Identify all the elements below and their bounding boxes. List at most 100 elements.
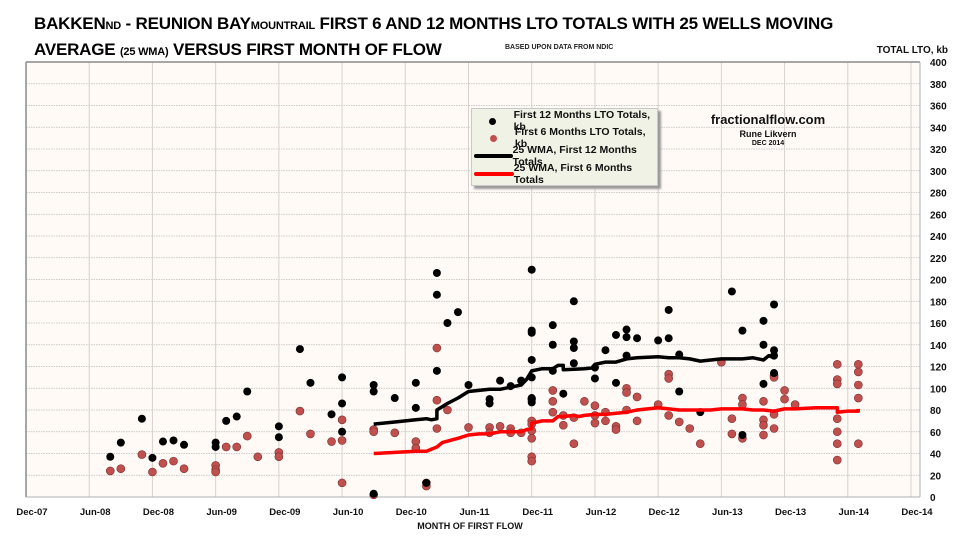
data-point-first6 bbox=[569, 439, 579, 449]
y-tick-label: 340 bbox=[930, 123, 947, 134]
y-tick-label: 320 bbox=[930, 145, 947, 156]
credit-date: DEC 2014 bbox=[751, 140, 785, 147]
data-point-first6 bbox=[548, 396, 558, 406]
data-point-first12 bbox=[243, 387, 252, 396]
data-point-first12 bbox=[612, 378, 620, 387]
data-point-first12 bbox=[232, 412, 241, 421]
data-point-first12 bbox=[169, 436, 178, 445]
x-tick-label: Dec-07 bbox=[16, 507, 47, 518]
data-point-first6 bbox=[232, 442, 242, 452]
title-text: - REUNION BAY bbox=[121, 14, 251, 33]
data-point-first12 bbox=[453, 308, 462, 317]
data-point-first6 bbox=[664, 411, 673, 420]
data-point-first12 bbox=[569, 297, 578, 306]
data-point-first6 bbox=[432, 343, 442, 353]
data-point-first12 bbox=[759, 379, 768, 388]
data-point-first6 bbox=[854, 439, 863, 449]
legend-item-wma6: 25 WMA, First 6 Months Totals bbox=[472, 162, 657, 186]
x-tick-label: Dec-12 bbox=[649, 507, 680, 518]
data-point-first6 bbox=[169, 456, 178, 466]
credit-site: fractionalflow.com bbox=[710, 112, 826, 127]
tick-labels: 0 20 40 60 80 100 120 140 160 180 200 220 240 260 280 3… bbox=[16, 58, 947, 518]
data-point-first6 bbox=[727, 429, 737, 439]
data-point-first12 bbox=[306, 378, 315, 387]
y-tick-label: 20 bbox=[930, 471, 942, 482]
data-point-first6 bbox=[137, 450, 147, 459]
x-tick-label: Jun-09 bbox=[206, 507, 237, 518]
data-point-first12 bbox=[274, 422, 283, 431]
data-point-first12 bbox=[548, 321, 557, 330]
y-tick-label: 300 bbox=[930, 167, 947, 178]
data-point-first12 bbox=[222, 416, 231, 425]
data-point-first6 bbox=[295, 406, 305, 416]
data-point-first6 bbox=[674, 417, 684, 427]
data-point-first6 bbox=[780, 394, 789, 404]
data-point-first6 bbox=[369, 427, 378, 437]
data-point-first12 bbox=[464, 380, 473, 389]
data-point-first6 bbox=[832, 379, 842, 389]
data-point-first6 bbox=[632, 416, 642, 426]
y-tick-label: 40 bbox=[930, 450, 942, 461]
data-point-first12 bbox=[559, 389, 568, 398]
data-point-first12 bbox=[432, 268, 441, 277]
title-county: MOUNTRAIL bbox=[250, 20, 315, 32]
data-point-first6 bbox=[253, 452, 263, 462]
data-point-first12 bbox=[116, 438, 125, 447]
data-point-first12 bbox=[527, 265, 536, 274]
data-point-first12 bbox=[369, 387, 378, 396]
y-tick-label: 140 bbox=[930, 341, 947, 352]
y-tick-label: 280 bbox=[930, 189, 947, 200]
data-point-first6 bbox=[148, 467, 157, 477]
title-text: VERSUS FIRST MONTH OF FLOW bbox=[168, 40, 442, 59]
data-point-first12 bbox=[759, 316, 768, 325]
data-point-first6 bbox=[832, 360, 842, 369]
data-point-first6 bbox=[221, 442, 231, 452]
x-tick-label: Dec-14 bbox=[901, 507, 933, 518]
legend-label: 25 WMA, First 12 Months Totals bbox=[512, 144, 637, 168]
data-point-first12 bbox=[527, 355, 536, 364]
y-tick-label: 160 bbox=[930, 319, 947, 330]
x-tick-label: Jun-08 bbox=[80, 507, 111, 518]
data-point-first12 bbox=[137, 414, 146, 423]
data-point-first12 bbox=[569, 344, 578, 353]
data-point-first12 bbox=[770, 300, 779, 309]
data-point-first6 bbox=[559, 420, 568, 430]
data-point-first6 bbox=[432, 424, 442, 433]
y-tick-label: 120 bbox=[930, 363, 947, 374]
data-point-first6 bbox=[854, 367, 863, 377]
y-tick-label: 240 bbox=[930, 232, 947, 243]
legend-dot-red-icon bbox=[489, 134, 497, 142]
legend-line-red-icon bbox=[474, 172, 514, 176]
data-point-first6 bbox=[759, 420, 768, 430]
data-point-first12 bbox=[485, 399, 494, 408]
y-tick-label: 220 bbox=[930, 254, 947, 265]
title-text: BAKKEN bbox=[34, 14, 106, 33]
x-tick-label: Jun-14 bbox=[838, 507, 869, 518]
data-point-first12 bbox=[622, 333, 631, 342]
y-axis-label: TOTAL LTO, kb bbox=[876, 45, 948, 56]
data-point-first6 bbox=[695, 439, 705, 449]
data-point-first12 bbox=[411, 378, 420, 387]
data-point-first6 bbox=[632, 392, 642, 402]
y-tick-label: 0 bbox=[930, 493, 936, 504]
data-point-first12 bbox=[759, 340, 768, 349]
chart-title: BAKKENND - REUNION BAYMOUNTRAIL FIRST 6 … bbox=[34, 12, 833, 64]
data-point-first12 bbox=[338, 427, 347, 436]
data-point-first6 bbox=[105, 466, 115, 476]
data-point-first6 bbox=[527, 456, 537, 466]
y-tick-label: 400 bbox=[930, 58, 947, 69]
y-tick-label: 360 bbox=[930, 102, 947, 113]
title-line-2: AVERAGE (25 WMA) VERSUS FIRST MONTH OF F… bbox=[34, 38, 833, 64]
data-point-first6 bbox=[759, 396, 768, 406]
data-point-first6 bbox=[548, 386, 558, 395]
y-tick-label: 260 bbox=[930, 210, 947, 221]
data-point-first6 bbox=[242, 431, 252, 441]
data-point-first6 bbox=[337, 415, 347, 425]
data-point-first6 bbox=[832, 427, 842, 437]
data-point-first6 bbox=[274, 452, 284, 462]
data-point-first6 bbox=[337, 478, 347, 488]
x-tick-label: Jun-10 bbox=[333, 507, 364, 518]
data-point-first6 bbox=[211, 467, 220, 477]
data-point-first6 bbox=[337, 436, 347, 445]
